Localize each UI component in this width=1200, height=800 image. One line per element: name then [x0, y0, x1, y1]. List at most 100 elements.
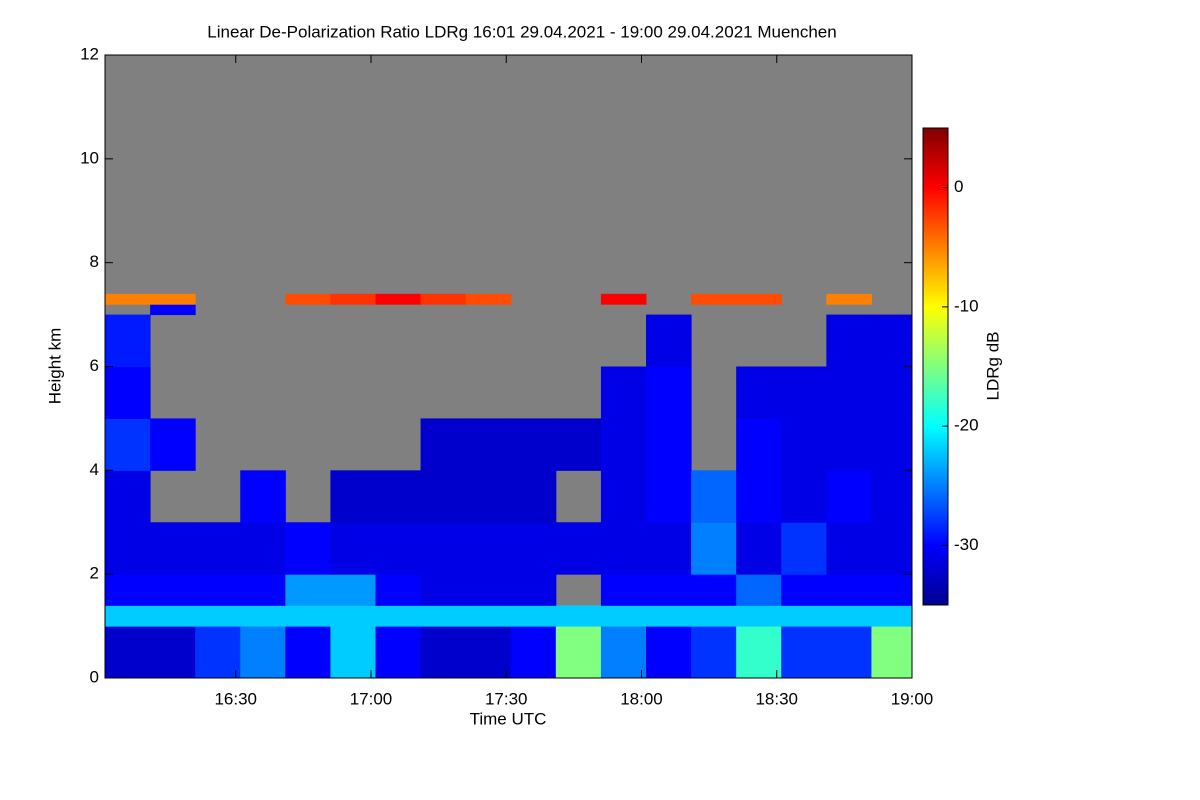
- y-tick-label: 8: [90, 252, 99, 271]
- heatmap-cell: [600, 605, 647, 627]
- heatmap-cell: [646, 470, 692, 523]
- heatmap-cell: [555, 605, 602, 627]
- heatmap-cell: [285, 626, 331, 679]
- heatmap-cell: [510, 605, 557, 627]
- heatmap-cell: [781, 418, 827, 471]
- heatmap-cell: [285, 293, 331, 305]
- heatmap-cell: [826, 293, 872, 305]
- heatmap-cell: [600, 293, 647, 305]
- heatmap-cell: [510, 574, 557, 606]
- x-axis-label: Time UTC: [470, 709, 547, 728]
- heatmap-cell: [285, 522, 331, 575]
- heatmap-cell: [420, 470, 467, 523]
- y-axis-label: Height km: [45, 328, 64, 405]
- heatmap-cell: [781, 522, 827, 575]
- heatmap-cell: [781, 605, 827, 627]
- heatmap-cell: [600, 574, 647, 606]
- heatmap-cell: [736, 605, 782, 627]
- heatmap-cell: [871, 418, 913, 471]
- heatmap-cell: [871, 574, 913, 606]
- heatmap-cell: [240, 605, 286, 627]
- heatmap-cell: [826, 574, 872, 606]
- x-tick-label: 19:00: [891, 689, 934, 708]
- y-tick-label: 0: [90, 667, 99, 686]
- heatmap-cell: [736, 366, 782, 419]
- heatmap-cell: [375, 470, 422, 523]
- heatmap-cell: [646, 574, 692, 606]
- heatmap-cell: [105, 522, 151, 575]
- heatmap-cell: [195, 574, 241, 606]
- heatmap-cell: [465, 470, 512, 523]
- x-tick-label: 17:00: [350, 689, 393, 708]
- x-tick-label: 18:30: [755, 689, 798, 708]
- heatmap-cell: [600, 366, 647, 419]
- heatmap-cell: [465, 418, 512, 471]
- heatmap-cell: [781, 574, 827, 606]
- heatmap-cell: [465, 293, 512, 305]
- heatmap-cell: [646, 522, 692, 575]
- heatmap-cell: [465, 522, 512, 575]
- heatmap-cell: [150, 626, 196, 679]
- heatmap-cell: [555, 522, 602, 575]
- heatmap-cell: [420, 626, 467, 679]
- heatmap-cell: [420, 522, 467, 575]
- heatmap-cell: [105, 626, 151, 679]
- x-tick-label: 16:30: [214, 689, 257, 708]
- heatmap-cell: [510, 470, 557, 523]
- y-tick-label: 6: [90, 356, 99, 375]
- heatmap-cell: [240, 574, 286, 606]
- heatmap-cell: [510, 626, 557, 679]
- heatmap-cell: [150, 522, 196, 575]
- heatmap-cell: [736, 626, 782, 679]
- heatmap-cell: [600, 522, 647, 575]
- heatmap-cell: [375, 574, 422, 606]
- heatmap-cell: [646, 314, 692, 367]
- heatmap-cell: [285, 574, 331, 606]
- heatmap-cell: [826, 314, 872, 367]
- colorbar-label: LDRg dB: [983, 332, 1002, 401]
- heatmap-cell: [871, 470, 913, 523]
- heatmap-cell: [871, 626, 913, 679]
- heatmap-cell: [150, 418, 196, 471]
- heatmap-cell: [330, 522, 377, 575]
- heatmap-cell: [330, 626, 377, 679]
- heatmap-cell: [105, 470, 151, 523]
- heatmap-cell: [285, 605, 331, 627]
- heatmap-cell: [105, 293, 151, 305]
- heatmap-cell: [195, 605, 241, 627]
- heatmap-cell: [150, 574, 196, 606]
- heatmap-cell: [375, 522, 422, 575]
- heatmap-cell: [555, 626, 602, 679]
- heatmap-cell: [781, 470, 827, 523]
- heatmap-cell: [736, 418, 782, 471]
- heatmap-cell: [646, 366, 692, 419]
- chart-title: Linear De-Polarization Ratio LDRg 16:01 …: [207, 22, 836, 41]
- heatmap-cell: [330, 574, 377, 606]
- y-tick-label: 12: [80, 44, 99, 63]
- heatmap-cell: [150, 293, 196, 305]
- heatmap-cell: [646, 626, 692, 679]
- heatmap-cell: [105, 574, 151, 606]
- heatmap-cell: [105, 418, 151, 471]
- heatmap-cell: [871, 314, 913, 367]
- heatmap-cell: [330, 605, 377, 627]
- heatmap-cell: [240, 522, 286, 575]
- heatmap-cell: [150, 304, 196, 316]
- heatmap-cell: [826, 626, 872, 679]
- heatmap-cell: [105, 366, 151, 419]
- heatmap-cell: [826, 366, 872, 419]
- heatmap-cell: [736, 574, 782, 606]
- x-tick-label: 17:30: [485, 689, 528, 708]
- heatmap-cell: [375, 626, 422, 679]
- heatmap-cell: [420, 293, 467, 305]
- heatmap-cell: [691, 626, 737, 679]
- heatmap-cell: [510, 522, 557, 575]
- heatmap-cell: [691, 522, 737, 575]
- heatmap-cell: [600, 470, 647, 523]
- heatmap-cell: [195, 522, 241, 575]
- heatmap-cell: [420, 418, 467, 471]
- heatmap-cell: [375, 293, 422, 305]
- heatmap-cell: [465, 574, 512, 606]
- colorbar-tick-label: -10: [954, 296, 979, 315]
- heatmap-cell: [871, 522, 913, 575]
